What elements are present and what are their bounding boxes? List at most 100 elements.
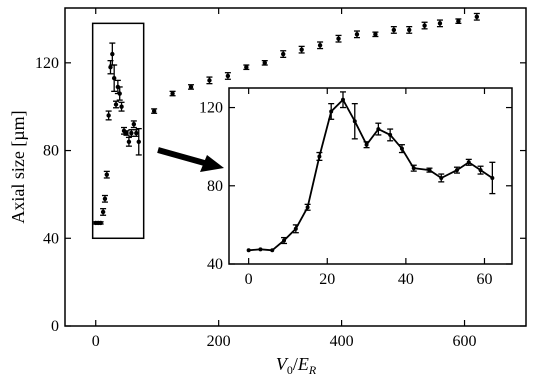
inset-point [246,248,251,253]
inset-point [438,173,445,183]
inset-point [426,167,433,173]
main-point [436,19,443,28]
inset-point [453,166,460,174]
main-xtick-label: 400 [330,333,354,350]
main-point [169,90,176,97]
inset-point [328,102,335,120]
main-marker [134,130,139,136]
inset-xtick-label: 0 [245,271,253,288]
x-label-e: E [297,354,309,374]
main-point [243,64,250,71]
main-xtick-label: 0 [92,333,100,350]
main-data-points [92,12,480,226]
main-point [100,208,107,216]
inset-point [351,102,358,140]
inset-point [316,151,323,162]
main-point [455,18,462,25]
inset-plot-frame [228,87,513,265]
inset-marker [340,97,345,102]
main-marker [336,36,341,41]
x-label-sub0: 0 [287,363,293,377]
inset-marker [427,168,432,173]
main-point [473,12,480,21]
highlight-box [91,22,145,240]
inset-marker [352,119,357,124]
main-point [116,86,123,101]
main-marker [131,122,137,127]
main-point [406,25,413,34]
inset-ticks: 0 20 40 60 40 80 120 [199,88,512,288]
y-axis-label: Axial size [µm] [8,110,28,223]
main-point [130,120,137,129]
main-point [111,64,118,92]
main-ytick-label: 40 [43,230,59,247]
inset-point [292,224,299,234]
main-ytick-label: 0 [51,318,59,335]
main-marker [207,78,212,83]
inset-point [281,236,288,245]
main-marker [108,65,113,70]
main-point [298,45,305,54]
inset-marker [478,168,483,173]
inset-marker [329,109,334,114]
main-point [280,50,287,58]
main-xtick-label: 200 [207,333,231,350]
main-point [103,170,110,179]
main-marker [391,27,397,33]
main-point [101,194,108,203]
main-marker [437,21,443,26]
main-point [206,76,213,85]
inset-point [387,128,394,142]
inset-ytick-label: 120 [199,100,223,117]
inset-point [339,91,346,109]
main-marker [373,32,378,37]
main-marker [422,23,427,28]
inset-marker [376,127,381,132]
main-marker [354,32,360,37]
main-point [123,130,130,136]
main-marker [111,75,117,81]
inset-ytick-label: 80 [207,178,223,195]
main-point [151,108,158,114]
zoom-arrow [157,147,224,172]
main-point [224,72,231,80]
main-marker [151,108,157,114]
inset-xtick-label: 60 [476,271,492,288]
main-point [353,30,360,39]
main-marker [113,102,119,107]
main-marker [110,51,115,57]
main-marker [188,84,194,90]
main-marker [126,139,132,144]
main-point [118,101,125,112]
inset-point [398,144,405,154]
x-label-subr: R [308,363,317,377]
inset-ytick-label: 40 [207,256,223,273]
main-point [372,31,379,38]
main-marker [317,43,323,48]
main-marker [407,27,412,33]
main-point [125,136,132,147]
inset-point [270,248,275,253]
inset-marker [305,205,310,210]
x-label-slash: / [293,354,298,374]
main-point [135,127,142,156]
x-axis-label: V0/ER [276,354,317,377]
inset-marker [490,175,495,180]
main-marker [104,172,109,177]
inset-xtick-label: 20 [319,271,335,288]
main-marker [102,196,108,201]
inset-marker [258,247,263,252]
inset-marker [282,238,287,243]
main-point [113,100,120,109]
inset-marker [399,146,404,151]
inset-marker [411,166,416,171]
main-point [335,34,342,43]
inset-marker [364,142,369,147]
main-marker [170,91,175,96]
main-marker [136,139,141,144]
main-xtick-label: 600 [453,333,477,350]
inset-marker [270,248,275,253]
main-point [97,220,104,226]
